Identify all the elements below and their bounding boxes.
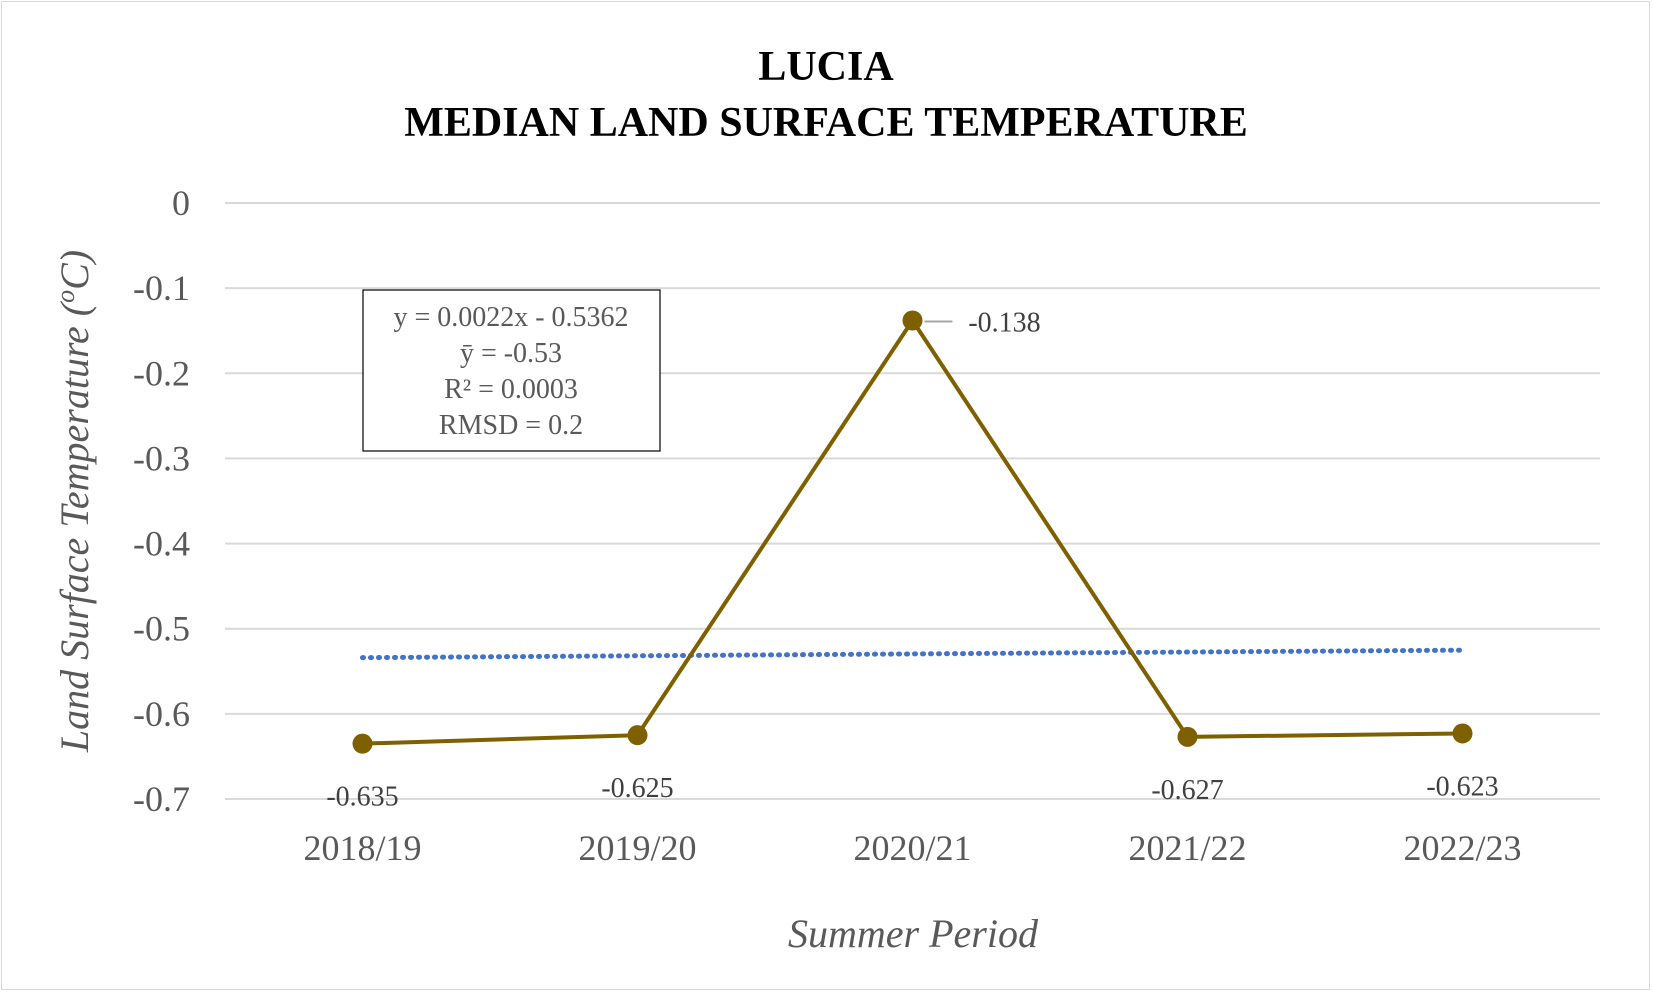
y-tick-label: -0.2 [133, 353, 190, 393]
data-point [627, 725, 648, 746]
stats-equation: y = 0.0022x - 0.5362 [393, 302, 628, 333]
y-tick-label: -0.7 [133, 779, 190, 819]
x-tick-label: 2021/22 [1128, 828, 1246, 868]
x-tick-label: 2022/23 [1403, 828, 1521, 868]
x-axis-title: Summer Period [788, 911, 1039, 956]
stats-r-squared: R² = 0.0003 [444, 374, 578, 405]
data-label: -0.625 [601, 773, 673, 804]
trendline-layer [360, 647, 1465, 661]
y-tick-label: -0.3 [133, 438, 190, 478]
data-point [902, 310, 923, 331]
stats-box-border [362, 289, 661, 452]
chart-title-line-1: LUCIA [758, 44, 894, 90]
stats-mean: ȳ = -0.53 [460, 338, 562, 369]
y-tick-label: -0.6 [133, 694, 190, 734]
data-point [1452, 723, 1473, 744]
y-axis-title-end: C) [52, 250, 97, 290]
regression-stats-box: y = 0.0022x - 0.5362 ȳ = -0.53 R² = 0.00… [362, 289, 661, 452]
y-axis-title-superscript: o [51, 290, 80, 303]
data-label: -0.623 [1426, 771, 1498, 802]
data-label: -0.138 [968, 307, 1040, 338]
x-tick-label: 2019/20 [578, 828, 696, 868]
y-axis-title: Land Surface Temperature (oC) [51, 250, 97, 753]
y-tick-label: 0 [172, 183, 190, 223]
y-tick-label: -0.1 [133, 268, 190, 308]
data-label: -0.635 [326, 782, 398, 813]
chart-title-line-2: MEDIAN LAND SURFACE TEMPERATURE [404, 100, 1248, 146]
data-labels: -0.635 -0.625 -0.138 -0.627 -0.623 [326, 307, 1498, 812]
series-layer [352, 310, 1473, 754]
y-tick-label: -0.4 [133, 524, 190, 564]
x-tick-label: 2018/19 [303, 828, 421, 868]
data-label: -0.627 [1151, 775, 1223, 806]
y-axis-tick-labels: 0 -0.1 -0.2 -0.3 -0.4 -0.5 -0.6 -0.7 [133, 183, 190, 819]
data-point [352, 733, 373, 754]
x-tick-label: 2020/21 [853, 828, 971, 868]
gridlines [225, 202, 1600, 800]
stats-rmsd: RMSD = 0.2 [439, 410, 583, 441]
data-point [1177, 726, 1198, 747]
linear-trendline [360, 647, 1465, 661]
x-axis-tick-labels: 2018/19 2019/20 2020/21 2021/22 2022/23 [303, 828, 1521, 868]
y-axis-title-main: Land Surface Temperature ( [52, 300, 97, 753]
y-tick-label: -0.5 [133, 609, 190, 649]
